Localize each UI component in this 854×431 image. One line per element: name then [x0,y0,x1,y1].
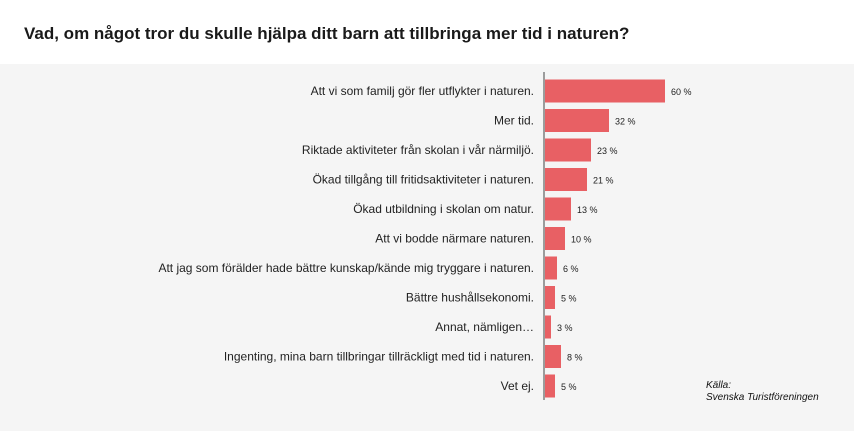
bar [545,109,609,132]
bar-chart: Att vi som familj gör fler utflykter i n… [158,72,692,400]
category-label: Annat, nämligen… [435,320,534,334]
category-label: Bättre hushållsekonomi. [406,291,534,305]
value-label: 21 % [593,176,614,186]
category-label: Att jag som förälder hade bättre kunskap… [158,261,534,275]
value-label: 3 % [557,323,573,333]
category-label: Mer tid. [494,114,534,128]
category-label: Ingenting, mina barn tillbringar tillräc… [224,350,534,364]
category-label: Ökad utbildning i skolan om natur. [353,202,534,216]
source-note: Källa: Svenska Turistföreningen [706,380,819,404]
value-label: 10 % [571,235,592,245]
category-label: Riktade aktiviteter från skolan i vår nä… [302,143,534,157]
bar [545,79,665,103]
bar [545,197,571,221]
value-label: 60 % [671,87,692,97]
bar [545,256,557,280]
header: Vad, om något tror du skulle hjälpa ditt… [0,0,854,64]
bar [545,286,555,309]
value-label: 8 % [567,353,583,363]
category-label: Ökad tillgång till fritidsaktiviteter i … [313,173,534,187]
bar [545,374,555,398]
value-label: 13 % [577,205,598,215]
bar [545,315,551,339]
chart-title: Vad, om något tror du skulle hjälpa ditt… [24,24,630,43]
value-label: 23 % [597,146,618,156]
category-label: Att vi bodde närmare naturen. [375,232,534,246]
bar [545,227,565,250]
value-label: 32 % [615,117,636,127]
category-label: Att vi som familj gör fler utflykter i n… [311,84,534,98]
bar [545,345,561,368]
bar [545,138,591,162]
source-name: Svenska Turistföreningen [706,392,819,403]
value-label: 5 % [561,294,577,304]
value-label: 6 % [563,264,579,274]
bar [545,168,587,191]
value-label: 5 % [561,382,577,392]
category-label: Vet ej. [501,379,534,393]
source-label: Källa: [706,380,732,391]
